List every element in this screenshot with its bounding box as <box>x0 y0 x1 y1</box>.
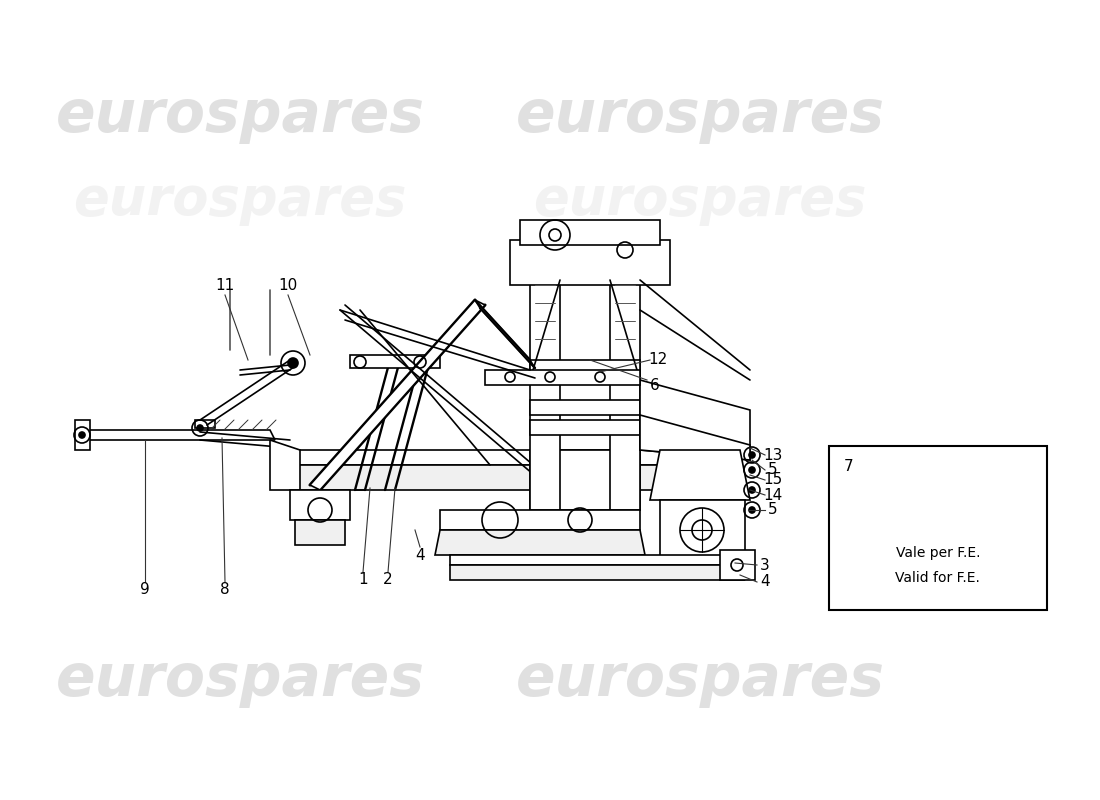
Polygon shape <box>650 450 750 500</box>
Polygon shape <box>610 280 640 510</box>
Text: eurospares: eurospares <box>516 651 884 709</box>
Text: 6: 6 <box>650 378 660 393</box>
Polygon shape <box>295 450 695 465</box>
Circle shape <box>749 507 755 513</box>
Text: eurospares: eurospares <box>55 651 425 709</box>
Circle shape <box>749 487 755 493</box>
Text: eurospares: eurospares <box>74 174 407 226</box>
Polygon shape <box>350 355 440 368</box>
Text: 4: 4 <box>760 574 770 590</box>
Circle shape <box>197 425 204 431</box>
Text: 9: 9 <box>140 582 150 598</box>
Circle shape <box>749 452 755 458</box>
Polygon shape <box>720 550 755 580</box>
Text: 4: 4 <box>415 547 425 562</box>
Polygon shape <box>640 415 750 460</box>
Circle shape <box>288 358 298 368</box>
FancyArrow shape <box>920 455 981 516</box>
Text: 14: 14 <box>763 487 782 502</box>
Polygon shape <box>640 380 750 460</box>
Polygon shape <box>295 520 345 545</box>
Text: 13: 13 <box>763 447 783 462</box>
Text: 8: 8 <box>220 582 230 598</box>
Text: 15: 15 <box>763 473 782 487</box>
Polygon shape <box>510 240 670 285</box>
Polygon shape <box>660 500 745 560</box>
Polygon shape <box>530 280 560 510</box>
Text: 7: 7 <box>844 458 854 474</box>
Polygon shape <box>530 400 640 415</box>
Text: 2: 2 <box>383 573 393 587</box>
Text: eurospares: eurospares <box>534 174 867 226</box>
Polygon shape <box>485 370 640 385</box>
Circle shape <box>79 432 85 438</box>
Polygon shape <box>195 420 214 428</box>
Polygon shape <box>475 300 535 368</box>
Polygon shape <box>434 530 645 555</box>
Text: eurospares: eurospares <box>55 86 425 143</box>
Polygon shape <box>270 440 300 490</box>
Polygon shape <box>450 565 745 580</box>
Text: 1: 1 <box>359 573 367 587</box>
Text: 11: 11 <box>216 278 234 293</box>
Polygon shape <box>75 430 275 440</box>
Text: eurospares: eurospares <box>516 86 884 143</box>
Text: Valid for F.E.: Valid for F.E. <box>895 571 980 585</box>
Polygon shape <box>530 450 640 510</box>
Text: 3: 3 <box>760 558 770 573</box>
Polygon shape <box>295 465 695 490</box>
Text: 12: 12 <box>648 353 668 367</box>
Text: Vale per F.E.: Vale per F.E. <box>895 546 980 560</box>
Polygon shape <box>290 490 350 520</box>
FancyBboxPatch shape <box>828 446 1047 610</box>
Polygon shape <box>310 300 485 490</box>
Polygon shape <box>520 220 660 245</box>
Polygon shape <box>75 420 90 450</box>
Polygon shape <box>440 510 640 530</box>
Polygon shape <box>530 420 640 435</box>
Text: 5: 5 <box>768 502 778 518</box>
Polygon shape <box>450 555 740 565</box>
Polygon shape <box>530 360 640 380</box>
Text: 10: 10 <box>278 278 298 293</box>
Circle shape <box>749 467 755 473</box>
Text: 5: 5 <box>768 462 778 478</box>
